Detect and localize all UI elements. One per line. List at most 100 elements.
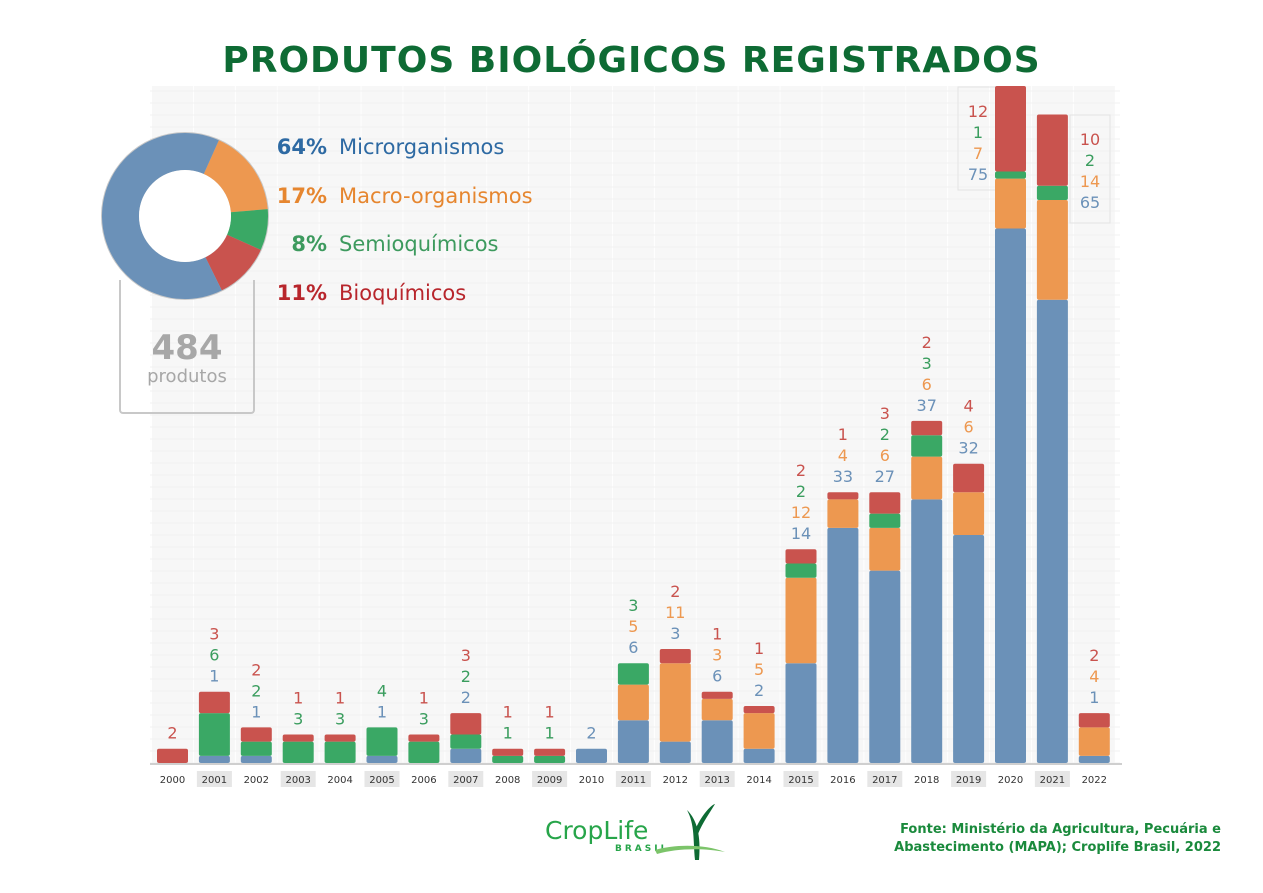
- x-tick-label: 2010: [579, 775, 604, 786]
- bar-segment-2015-macro-organismos: [785, 577, 817, 664]
- bar-segment-2020-macro-organismos: [995, 178, 1026, 229]
- x-tick-label: 2021: [1040, 775, 1065, 786]
- data-label-2017-semioquímicos: 2: [880, 425, 890, 444]
- bar-segment-2020-microrganismos: [995, 228, 1026, 764]
- bar-segment-2015-microrganismos: [785, 663, 817, 763]
- x-tick-label: 2017: [872, 775, 897, 786]
- data-label-2015-microrganismos: 14: [791, 524, 811, 543]
- tick-highlight-2015: [783, 771, 819, 787]
- x-tick-label: 2013: [704, 775, 729, 786]
- bar-segment-2002-semioquímicos: [240, 741, 272, 756]
- x-tick-label: 2014: [746, 775, 771, 786]
- bar-segment-2001-semioquímicos: [198, 713, 230, 756]
- tick-highlight-2003: [280, 771, 316, 787]
- data-label-2005-semioquímicos: 4: [377, 681, 387, 700]
- data-label-2002-semioquímicos: 2: [251, 681, 261, 700]
- bar-segment-2006-semioquímicos: [408, 741, 440, 763]
- total-label: produtos: [147, 366, 227, 387]
- bar-segment-2017-semioquímicos: [869, 513, 901, 528]
- data-label-2011-semioquímicos: 3: [628, 596, 638, 615]
- bar-segment-2017-macro-organismos: [869, 527, 901, 571]
- x-tick-label: 2022: [1082, 775, 1107, 786]
- tick-highlight-2013: [699, 771, 735, 787]
- bar-segment-2000-bioquímicos: [157, 748, 188, 763]
- total-count: 484: [151, 328, 223, 368]
- data-label-2015-semioquímicos: 2: [796, 482, 806, 501]
- legend-label: Bioquímicos: [339, 281, 467, 305]
- bar-segment-2021-microrganismos: [1036, 299, 1068, 763]
- bar-segment-2019-bioquímicos: [953, 463, 985, 493]
- legend-item-microrganismos: 64% Microrganismos: [265, 135, 505, 159]
- column-background: [571, 86, 612, 763]
- legend-pct: 64%: [276, 135, 327, 159]
- data-label-2021-microrganismos: 65: [1080, 193, 1100, 212]
- bar-segment-2018-semioquímicos: [911, 435, 943, 457]
- bar-segment-2021-macro-organismos: [1036, 200, 1068, 300]
- data-label-2021-macro-organismos: 14: [1080, 172, 1100, 191]
- bar-segment-2007-bioquímicos: [450, 713, 482, 735]
- data-label-2007-microrganismos: 2: [461, 688, 471, 707]
- bar-segment-2004-semioquímicos: [324, 741, 356, 763]
- bar-segment-2009-bioquímicos: [534, 748, 566, 756]
- data-label-2006-semioquímicos: 3: [419, 709, 429, 728]
- data-label-2012-microrganismos: 3: [670, 624, 680, 643]
- tick-highlight-2021: [1034, 771, 1070, 787]
- x-tick-label: 2020: [998, 775, 1023, 786]
- legend-label: Semioquímicos: [339, 232, 499, 256]
- data-label-2001-bioquímicos: 3: [209, 625, 219, 644]
- source-line-2: Abastecimento (MAPA); Croplife Brasil, 2…: [894, 840, 1221, 855]
- tick-highlight-2017: [867, 771, 903, 787]
- data-label-2017-macro-organismos: 6: [880, 446, 890, 465]
- bar-segment-2015-bioquímicos: [785, 549, 817, 564]
- data-label-2006-bioquímicos: 1: [419, 688, 429, 707]
- bar-segment-2012-microrganismos: [659, 741, 691, 763]
- bar-segment-2002-bioquímicos: [240, 727, 272, 742]
- data-label-2017-microrganismos: 27: [875, 467, 895, 486]
- data-label-2007-semioquímicos: 2: [461, 667, 471, 686]
- x-tick-label: 2000: [160, 775, 185, 786]
- tick-highlight-2005: [364, 771, 400, 787]
- x-tick-label: 2015: [788, 775, 813, 786]
- callout-box-2021: [1069, 114, 1111, 224]
- bar-segment-2014-macro-organismos: [743, 713, 775, 749]
- bar-segment-2012-bioquímicos: [659, 648, 691, 664]
- legend-pct: 8%: [291, 232, 327, 256]
- bar-segment-2021-semioquímicos: [1036, 185, 1068, 201]
- bar-segment-2013-bioquímicos: [701, 691, 733, 699]
- bar-segment-2019-macro-organismos: [953, 492, 985, 535]
- bar-segment-2010-microrganismos: [576, 748, 607, 763]
- bar-segment-2020-semioquímicos: [995, 171, 1026, 179]
- logo-subtext: BRASIL: [615, 844, 670, 854]
- bar-segment-2017-microrganismos: [869, 570, 901, 763]
- bar-segment-2011-semioquímicos: [617, 663, 649, 685]
- bar-segment-2013-microrganismos: [701, 720, 733, 763]
- bar-segment-2018-macro-organismos: [911, 456, 943, 500]
- bar-segment-2017-bioquímicos: [869, 492, 901, 514]
- data-label-2012-bioquímicos: 2: [670, 582, 680, 601]
- x-tick-label: 2006: [411, 775, 436, 786]
- data-label-2009-semioquímicos: 1: [545, 724, 555, 743]
- tick-highlight-2009: [532, 771, 568, 787]
- data-label-2014-microrganismos: 2: [754, 681, 764, 700]
- data-label-2022-microrganismos: 1: [1089, 688, 1099, 707]
- data-label-2009-bioquímicos: 1: [545, 703, 555, 722]
- x-tick-label: 2016: [830, 775, 855, 786]
- bar-segment-2016-microrganismos: [827, 527, 859, 763]
- bar-segment-2008-semioquímicos: [492, 755, 524, 763]
- data-label-2013-microrganismos: 6: [712, 667, 722, 686]
- bar-segment-2004-bioquímicos: [324, 734, 356, 742]
- x-tick-label: 2003: [285, 775, 310, 786]
- data-label-2016-microrganismos: 33: [833, 467, 853, 486]
- bar-segment-2002-microrganismos: [240, 755, 272, 763]
- tick-highlight-2019: [951, 771, 987, 787]
- x-tick-label: 2009: [537, 775, 562, 786]
- data-label-2011-microrganismos: 6: [628, 638, 638, 657]
- data-label-2010-microrganismos: 2: [586, 724, 596, 743]
- donut-slice-bioquímicos: [205, 234, 261, 291]
- bar-segment-2005-semioquímicos: [366, 727, 398, 756]
- x-tick-label: 2018: [914, 775, 939, 786]
- donut-hole: [139, 170, 231, 262]
- bar-segment-2005-microrganismos: [366, 755, 398, 763]
- legend-item-macro-organismos: 17% Macro-organismos: [265, 184, 533, 208]
